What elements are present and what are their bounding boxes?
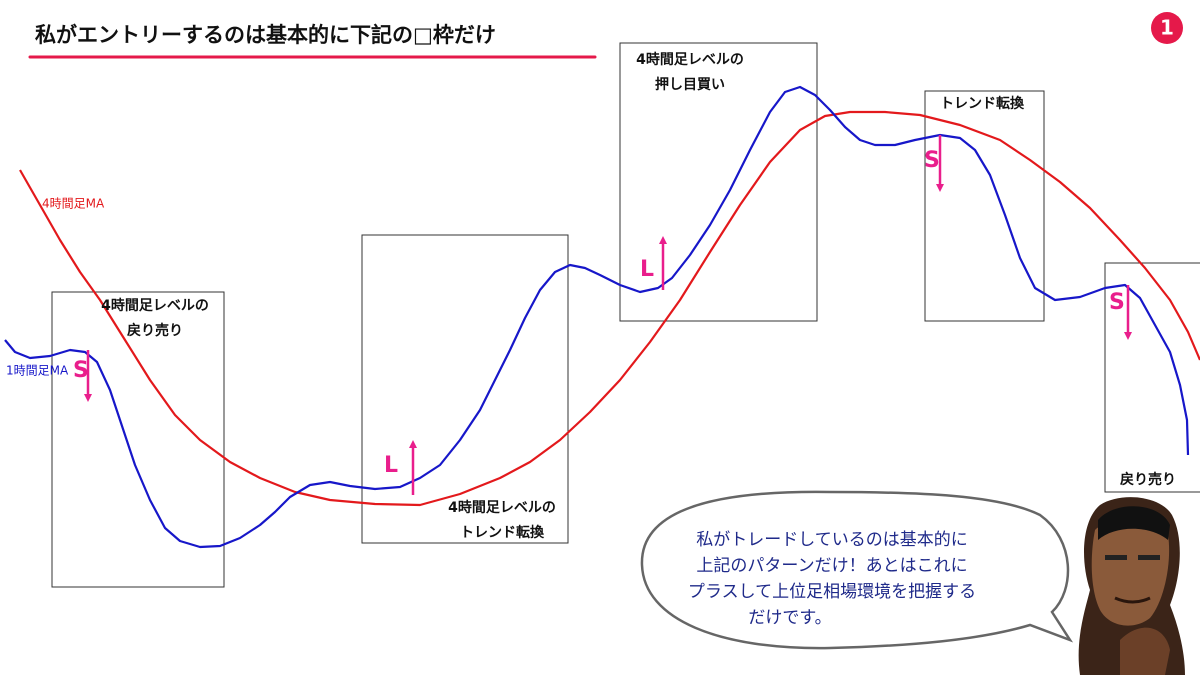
badge <box>1151 12 1183 44</box>
speech-text: 上記のパターンだけ！あとはこれに <box>696 556 967 576</box>
signal-label: L <box>384 453 398 478</box>
box <box>361 234 569 544</box>
boxes <box>51 42 1200 588</box>
ma-4h-line <box>19 110 1200 507</box>
box-label: 4時間足レベルの <box>448 499 556 516</box>
speech-text: 私がトレードしているのは基本的に <box>696 530 968 550</box>
signal-label: S <box>73 358 89 383</box>
portrait <box>1078 497 1185 675</box>
signal-arrows <box>84 135 1132 495</box>
badge-number: 1 <box>1160 16 1174 40</box>
box-label: 押し目買い <box>655 76 725 93</box>
ma-1h-line <box>4 85 1190 549</box>
box-label: トレンド転換 <box>460 524 545 541</box>
speech-text: プラスして上位足相場環境を把握する <box>688 582 976 602</box>
box-label: 4時間足レベルの <box>636 51 744 68</box>
signal-label: S <box>1109 290 1125 315</box>
box-label: トレンド転換 <box>940 95 1025 112</box>
title: 私がエントリーするのは基本的に下記の□枠だけ <box>35 23 496 47</box>
ma-4h-label: 4時間足MA <box>42 197 105 211</box>
box <box>51 291 225 588</box>
box-label: 戻り売り <box>1119 471 1176 488</box>
speech-text: だけです。 <box>748 608 831 628</box>
box <box>924 90 1045 322</box>
box <box>619 42 818 322</box>
box <box>1104 262 1200 493</box>
ma-1h-label: 1時間足MA <box>6 364 69 378</box>
speech-bubble <box>640 490 1074 650</box>
signal-label: S <box>924 148 940 173</box>
box-label: 4時間足レベルの <box>101 297 209 314</box>
signal-label: L <box>640 257 654 282</box>
box-label: 戻り売り <box>126 322 183 339</box>
